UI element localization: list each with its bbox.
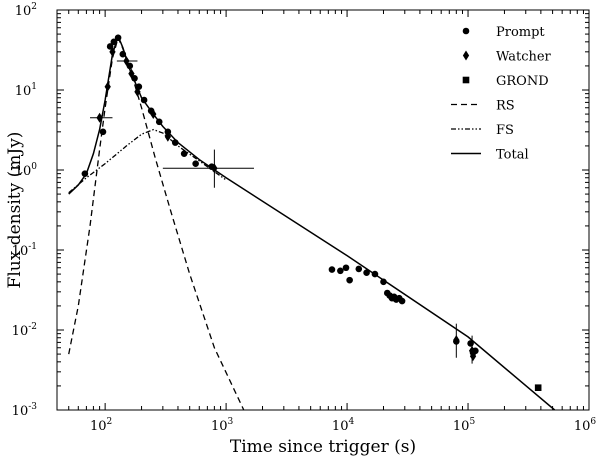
prompt-point — [363, 269, 370, 277]
x-tick-label: 102 — [90, 417, 112, 434]
y-tick-label: 10-3 — [12, 402, 38, 419]
x-tick-label: 104 — [332, 417, 355, 434]
watcher-point — [469, 351, 477, 362]
prompt-point — [192, 160, 199, 167]
prompt-point — [380, 278, 387, 286]
y-tick-label: 10-1 — [12, 242, 37, 259]
y-axis-title: Flux density (mJy) — [5, 132, 25, 289]
x-axis-title: Time since trigger (s) — [230, 437, 416, 457]
watcher-point — [123, 56, 130, 67]
prompt-point — [398, 297, 406, 305]
watcher-point — [164, 131, 171, 142]
plot-frame — [56, 9, 590, 411]
legend-rs-label: RS — [496, 99, 515, 114]
legend-entry: RS — [451, 99, 515, 114]
legend-watcher-marker — [462, 50, 470, 61]
model-curves — [68, 34, 556, 410]
prompt-point — [346, 276, 353, 284]
prompt-point — [180, 150, 188, 157]
x-tick-label: 106 — [574, 417, 597, 434]
watcher-point — [104, 81, 111, 92]
y-tick-label: 101 — [15, 82, 37, 99]
prompt-point — [342, 264, 350, 272]
prompt-point — [371, 270, 379, 278]
legend-entry: Prompt — [462, 25, 545, 40]
total-curve — [68, 34, 556, 410]
prompt-point — [467, 340, 474, 347]
prompt-point — [355, 265, 363, 273]
x-tick-label: 105 — [453, 417, 476, 434]
y-tick-label: 100 — [15, 162, 38, 179]
legend-entry: GROND — [462, 74, 549, 89]
legend-prompt-marker — [462, 27, 470, 35]
legend-prompt-label: Prompt — [496, 25, 545, 40]
legend-grond-marker — [462, 76, 470, 84]
prompt-point — [131, 75, 138, 82]
y-tick-label: 10-2 — [12, 322, 37, 339]
legend-entry: Watcher — [462, 50, 552, 65]
prompt-point — [337, 267, 344, 275]
watcher-point — [211, 163, 218, 174]
prompt-point — [99, 128, 107, 136]
legend-grond-label: GROND — [496, 74, 549, 89]
legend: Prompt Watcher GROND RS FS Total — [451, 25, 552, 163]
y-tick-label: 102 — [15, 2, 37, 19]
fs-curve — [68, 128, 227, 194]
data-markers — [81, 34, 542, 391]
watcher-point — [453, 335, 460, 345]
legend-entry: Total — [451, 148, 529, 163]
prompt-point — [155, 118, 163, 126]
watcher-point — [96, 112, 103, 123]
prompt-point — [171, 139, 179, 146]
watcher-point — [150, 109, 157, 120]
grond-point — [534, 384, 542, 391]
prompt-point — [328, 266, 336, 273]
prompt-point — [114, 34, 122, 42]
prompt-point — [126, 62, 134, 70]
tick-labels: 102 103 104 105 106 10-3 10-2 10-1 100 101 102 — [12, 2, 597, 434]
rs-curve — [68, 35, 245, 410]
axis-ticks — [56, 9, 590, 411]
watcher-point — [109, 46, 116, 57]
prompt-point — [164, 128, 172, 136]
legend-entry: FS — [451, 123, 514, 138]
legend-watcher-label: Watcher — [496, 50, 552, 65]
prompt-point — [119, 50, 127, 58]
prompt-point — [110, 38, 118, 46]
watcher-point — [134, 86, 141, 97]
watcher-point — [128, 68, 135, 79]
legend-fs-label: FS — [496, 123, 514, 138]
x-tick-label: 103 — [211, 417, 234, 434]
legend-total-label: Total — [496, 148, 529, 163]
prompt-point — [140, 96, 148, 104]
prompt-point — [81, 170, 89, 177]
